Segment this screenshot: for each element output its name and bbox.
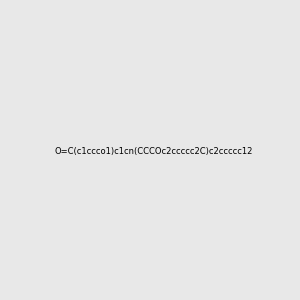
Text: O=C(c1ccco1)c1cn(CCCOc2ccccc2C)c2ccccc12: O=C(c1ccco1)c1cn(CCCOc2ccccc2C)c2ccccc12 — [55, 147, 253, 156]
